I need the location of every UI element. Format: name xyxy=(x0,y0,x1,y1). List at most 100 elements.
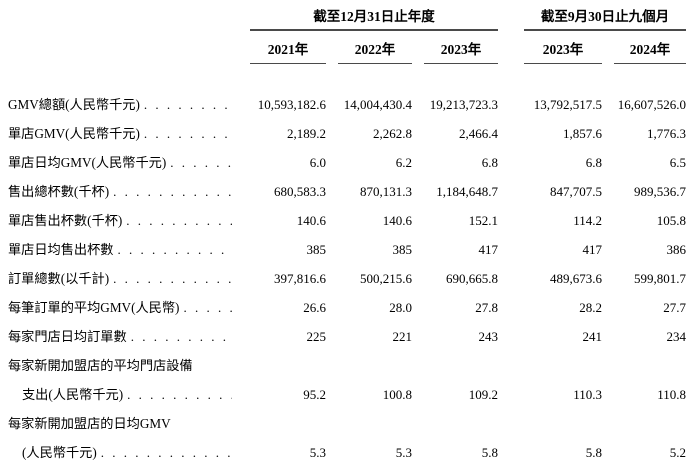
column-group-nine-months-label: 截至9月30日止九個月 xyxy=(524,6,686,31)
column-group-nine-months: 截至9月30日止九個月 xyxy=(512,6,686,31)
cell-2022: 221 xyxy=(392,329,413,344)
year-header-2024-nine-months: 2024年 xyxy=(602,40,686,64)
table-row: GMV總額(人民幣千元) . . . . . . . . . . . . . .… xyxy=(8,90,686,119)
cell-2023-nine-months: 110.3 xyxy=(573,387,602,402)
row-label: 單店日均售出杯數 xyxy=(8,242,114,257)
cell-2022: 100.8 xyxy=(382,387,412,402)
cell-2022: 6.2 xyxy=(395,155,412,170)
table-row: 訂單總數(以千計) . . . . . . . . . . . . . . . … xyxy=(8,264,686,293)
group-gap xyxy=(498,235,512,264)
row-label: (人民幣千元) xyxy=(22,445,97,460)
row-label-cell: 訂單總數(以千計) . . . . . . . . . . . . . . . … xyxy=(8,264,238,293)
row-label: 單店GMV(人民幣千元) xyxy=(8,126,140,141)
year-header-2022: 2022年 xyxy=(326,40,412,64)
cell-2023-nine-months: 1,857.6 xyxy=(563,126,602,141)
group-gap xyxy=(498,206,512,235)
cell-2023: 19,213,723.3 xyxy=(429,97,498,112)
row-label-cell: 每筆訂單的平均GMV(人民幣) . . . . . . . . . . . . … xyxy=(8,293,238,322)
row-label-cell: 每家門店日均訂單數 . . . . . . . . . . . . . . . … xyxy=(8,322,238,351)
cell-2024-nine-months: 5.2 xyxy=(669,445,686,460)
cell-2023: 690,665.8 xyxy=(446,271,498,286)
cell-2022: 5.3 xyxy=(395,445,412,460)
group-gap xyxy=(498,40,512,64)
cell-2023-nine-months: 417 xyxy=(582,242,603,257)
cell-2023: 27.8 xyxy=(475,300,498,315)
group-gap xyxy=(498,177,512,206)
cell-2024-nine-months: 27.7 xyxy=(663,300,686,315)
dot-leader: . . . . . . . . . . . . . . . . . . . . … xyxy=(126,213,232,228)
group-gap xyxy=(498,438,512,467)
row-label: GMV總額(人民幣千元) xyxy=(8,97,140,112)
row-label: 每筆訂單的平均GMV(人民幣) xyxy=(8,300,180,315)
year-header-2023: 2023年 xyxy=(412,40,498,64)
dot-leader: . . . . . . . . . . . . . . . . . . . . … xyxy=(183,300,232,315)
label-column-spacer xyxy=(8,40,238,64)
cell-2024-nine-months: 234 xyxy=(666,329,687,344)
cell-2024-nine-months: 110.8 xyxy=(657,387,686,402)
row-label: 訂單總數(以千計) xyxy=(8,271,110,286)
cell-2023: 417 xyxy=(478,242,499,257)
table-row: 售出總杯數(千杯) . . . . . . . . . . . . . . . … xyxy=(8,177,686,206)
cell-2023-nine-months: 13,792,517.5 xyxy=(533,97,602,112)
cell-2024-nine-months: 989,536.7 xyxy=(634,184,686,199)
row-label-cell: 單店日均GMV(人民幣千元) . . . . . . . . . . . . .… xyxy=(8,148,238,177)
cell-2021: 397,816.6 xyxy=(274,271,326,286)
cell-2023-nine-months: 5.8 xyxy=(585,445,602,460)
group-gap xyxy=(498,264,512,293)
row-label: 每家門店日均訂單數 xyxy=(8,329,127,344)
cell-2021: 680,583.3 xyxy=(274,184,326,199)
cell-2023-nine-months: 489,673.6 xyxy=(550,271,602,286)
row-label-cell: (人民幣千元) . . . . . . . . . . . . . . . . … xyxy=(8,438,238,467)
label-column-spacer xyxy=(8,6,238,31)
group-gap xyxy=(498,148,512,177)
table-row-label-line: 每家新開加盟店的日均GMV xyxy=(8,409,686,438)
year-header-2021: 2021年 xyxy=(238,40,326,64)
dot-leader: . . . . . . . . . . . . . . . . . . . . … xyxy=(143,126,232,141)
table-row: 每筆訂單的平均GMV(人民幣) . . . . . . . . . . . . … xyxy=(8,293,686,322)
cell-2021: 5.3 xyxy=(309,445,326,460)
dot-leader: . . . . . . . . . . . . . . . . . . . . … xyxy=(130,329,232,344)
cell-2024-nine-months: 1,776.3 xyxy=(647,126,686,141)
cell-2023-nine-months: 847,707.5 xyxy=(550,184,602,199)
cell-2021: 6.0 xyxy=(309,155,326,170)
row-label: 每家新開加盟店的日均GMV xyxy=(8,416,171,431)
cell-2021: 10,593,182.6 xyxy=(257,97,326,112)
cell-2022: 385 xyxy=(392,242,413,257)
table-row: 單店日均GMV(人民幣千元) . . . . . . . . . . . . .… xyxy=(8,148,686,177)
group-gap xyxy=(498,322,512,351)
cell-2021: 385 xyxy=(306,242,327,257)
cell-2023: 5.8 xyxy=(481,445,498,460)
cell-2021: 140.6 xyxy=(296,213,326,228)
row-label-cell: 單店售出杯數(千杯) . . . . . . . . . . . . . . .… xyxy=(8,206,238,235)
cell-2023: 2,466.4 xyxy=(459,126,498,141)
cell-2023: 152.1 xyxy=(468,213,498,228)
cell-2023-nine-months: 241 xyxy=(582,329,603,344)
dot-leader: . . . . . . . . . . . . . . . . . . . . … xyxy=(127,387,232,402)
table-row: 支出(人民幣千元) . . . . . . . . . . . . . . . … xyxy=(8,380,686,409)
row-label-cell: 單店GMV(人民幣千元) . . . . . . . . . . . . . .… xyxy=(8,119,238,148)
cell-2022: 28.0 xyxy=(389,300,412,315)
cell-2023-nine-months: 6.8 xyxy=(585,155,602,170)
cell-2022: 500,215.6 xyxy=(360,271,412,286)
row-label: 支出(人民幣千元) xyxy=(22,387,124,402)
cell-2023-nine-months: 114.2 xyxy=(573,213,602,228)
year-header-2023-nine-months: 2023年 xyxy=(512,40,602,64)
cell-2024-nine-months: 386 xyxy=(666,242,687,257)
cell-2024-nine-months: 16,607,526.0 xyxy=(617,97,686,112)
table-row: 單店GMV(人民幣千元) . . . . . . . . . . . . . .… xyxy=(8,119,686,148)
row-label: 單店日均GMV(人民幣千元) xyxy=(8,155,167,170)
table-row-label-line: 每家新開加盟店的平均門店設備 xyxy=(8,351,686,380)
group-gap xyxy=(498,90,512,119)
column-group-annual: 截至12月31日止年度 xyxy=(238,6,498,31)
cell-2021: 2,189.2 xyxy=(287,126,326,141)
table-row: 單店日均售出杯數 . . . . . . . . . . . . . . . .… xyxy=(8,235,686,264)
row-label-cell: GMV總額(人民幣千元) . . . . . . . . . . . . . .… xyxy=(8,90,238,119)
cell-2022: 140.6 xyxy=(382,213,412,228)
cell-2024-nine-months: 6.5 xyxy=(669,155,686,170)
cell-2024-nine-months: 599,801.7 xyxy=(634,271,686,286)
cell-2023: 6.8 xyxy=(481,155,498,170)
cell-2023: 243 xyxy=(478,329,499,344)
cell-2022: 870,131.3 xyxy=(360,184,412,199)
row-label: 單店售出杯數(千杯) xyxy=(8,213,123,228)
